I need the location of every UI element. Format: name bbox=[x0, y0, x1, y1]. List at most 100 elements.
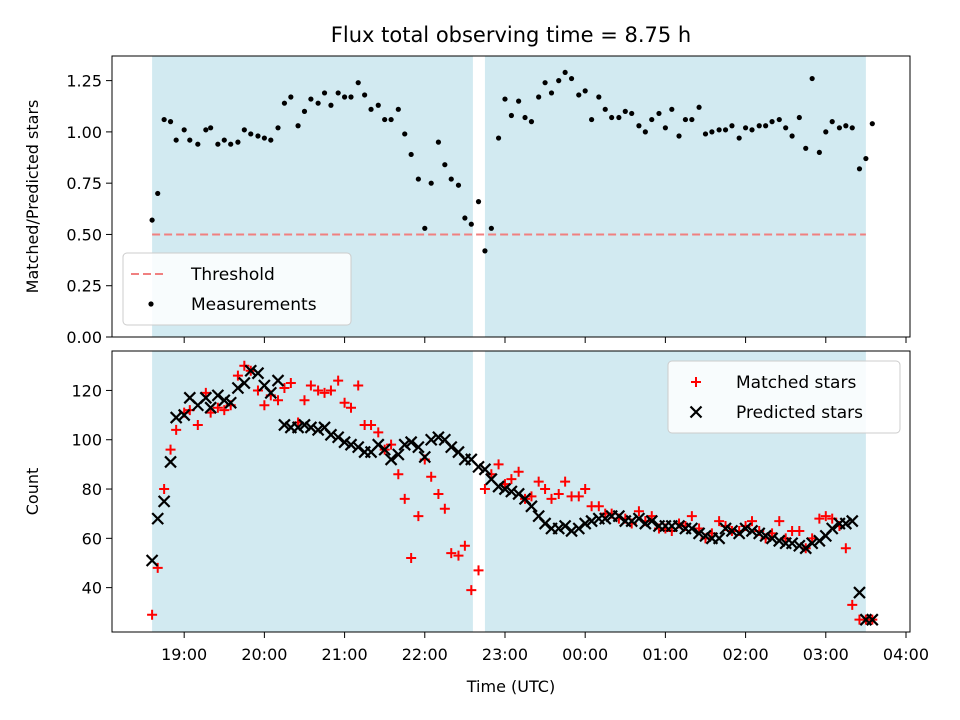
legend-label: Matched stars bbox=[736, 373, 856, 393]
matched-stars-point bbox=[406, 553, 417, 564]
measurements-point bbox=[187, 137, 193, 143]
matched-stars-point bbox=[633, 506, 644, 517]
matched-stars-point bbox=[580, 484, 591, 495]
predicted-stars-point bbox=[424, 433, 438, 447]
measurements-point bbox=[161, 116, 167, 123]
predicted-stars-point bbox=[384, 453, 398, 466]
ratio-legend: Threshold Measurements bbox=[122, 252, 352, 326]
measurements-point bbox=[642, 129, 648, 135]
measurements-point bbox=[508, 112, 515, 119]
measurements-point bbox=[749, 127, 755, 133]
measurements-point bbox=[629, 110, 635, 117]
measurements-point bbox=[656, 110, 662, 117]
predicted-stars-point bbox=[845, 514, 859, 528]
matched-stars-point bbox=[573, 491, 584, 502]
predicted-stars-point bbox=[712, 532, 726, 545]
x-tick-label: 04:00 bbox=[883, 645, 929, 664]
measurements-point bbox=[589, 116, 595, 123]
matched-stars-point bbox=[533, 476, 544, 487]
x-axis-label: Time (UTC) bbox=[466, 677, 555, 696]
measurements-point bbox=[203, 127, 209, 133]
measurements-point bbox=[155, 190, 161, 197]
measurements-point bbox=[856, 166, 863, 172]
matched-stars-point bbox=[553, 488, 564, 499]
x-tick-label: 20:00 bbox=[241, 645, 287, 664]
predicted-stars-point bbox=[324, 428, 338, 442]
count-panel: 40 60 80 100 120 19:00 20:00 21:00 22:00 23:00 00… bbox=[23, 350, 929, 664]
matched-stars-point bbox=[413, 511, 424, 522]
matched-stars-point bbox=[794, 525, 805, 536]
matched-stars-point bbox=[466, 585, 477, 596]
legend-marker-swatch bbox=[689, 405, 703, 419]
measurements-point bbox=[502, 96, 508, 102]
measurements-point bbox=[736, 135, 742, 141]
measurements-point bbox=[816, 149, 822, 156]
y-tick-label: 60 bbox=[82, 529, 102, 548]
matched-stars-point bbox=[192, 419, 203, 430]
measurements-point bbox=[288, 94, 294, 100]
x-tick-label: 23:00 bbox=[482, 645, 528, 664]
legend-marker-swatch bbox=[148, 301, 154, 307]
y-tick-label: 0.50 bbox=[66, 225, 102, 244]
measurements-point bbox=[261, 135, 267, 141]
y-tick-label: 1.25 bbox=[66, 72, 102, 91]
count-legend: Matched stars Predicted stars bbox=[667, 360, 901, 434]
predicted-stars-point bbox=[177, 408, 191, 422]
y-tick-label: 0.25 bbox=[66, 277, 102, 296]
predicted-stars-point bbox=[565, 524, 578, 538]
x-tick-label: 03:00 bbox=[803, 645, 849, 664]
measurements-point bbox=[221, 137, 227, 143]
matched-stars-point bbox=[840, 543, 851, 554]
measurements-point bbox=[422, 225, 428, 231]
matched-stars-point bbox=[820, 511, 831, 522]
predicted-stars-point bbox=[344, 438, 358, 451]
y-tick-label: 0.00 bbox=[66, 328, 102, 347]
measurements-point bbox=[448, 176, 454, 182]
legend-box bbox=[122, 252, 352, 326]
count-y-axis-label: Count bbox=[23, 468, 42, 516]
y-tick-label: 1.00 bbox=[66, 123, 102, 142]
matched-stars-point bbox=[473, 565, 484, 576]
measurements-point bbox=[408, 151, 414, 158]
matched-stars-point bbox=[279, 382, 290, 393]
matched-stars-point bbox=[159, 484, 170, 495]
matched-stars-point bbox=[747, 516, 758, 527]
measurements-point bbox=[321, 90, 328, 96]
ratio-panel-frame bbox=[111, 55, 911, 338]
measurements-point bbox=[849, 125, 855, 131]
measurements-point bbox=[843, 123, 849, 129]
matched-stars-point bbox=[259, 400, 270, 411]
predicted-stars-point bbox=[164, 455, 177, 469]
predicted-stars-point bbox=[244, 364, 258, 377]
x-tick-label: 19:00 bbox=[161, 645, 207, 664]
predicted-stars-point bbox=[264, 386, 278, 400]
y-tick-label: 120 bbox=[71, 381, 102, 400]
matched-stars-point bbox=[540, 484, 551, 495]
legend-label: Threshold bbox=[190, 265, 275, 285]
measurements-point bbox=[696, 104, 702, 110]
matched-stars-point bbox=[305, 380, 316, 391]
measurements-point bbox=[149, 217, 155, 223]
measurements-point bbox=[368, 106, 374, 112]
predicted-stars-point bbox=[304, 421, 318, 434]
measurements-point bbox=[536, 94, 542, 100]
measurements-point bbox=[729, 123, 735, 129]
matched-stars-point bbox=[313, 385, 324, 396]
measurements-point bbox=[195, 141, 201, 147]
matched-stars-point bbox=[171, 424, 182, 435]
measurements-point bbox=[241, 127, 247, 133]
matched-stars-point bbox=[205, 407, 216, 418]
matched-stars-point bbox=[373, 427, 384, 438]
measurements-point bbox=[562, 69, 568, 76]
measurements-point bbox=[375, 102, 381, 108]
matched-stars-point bbox=[386, 439, 397, 450]
matched-stars-point bbox=[546, 493, 557, 504]
measurements-point bbox=[228, 141, 234, 147]
measurements-point bbox=[709, 129, 715, 135]
measurements-point bbox=[462, 215, 468, 221]
measurements-point bbox=[442, 162, 448, 168]
measurements-point bbox=[528, 119, 535, 125]
legend-label: Predicted stars bbox=[736, 403, 863, 423]
matched-stars-point bbox=[299, 395, 310, 406]
matched-stars-point bbox=[560, 476, 571, 487]
